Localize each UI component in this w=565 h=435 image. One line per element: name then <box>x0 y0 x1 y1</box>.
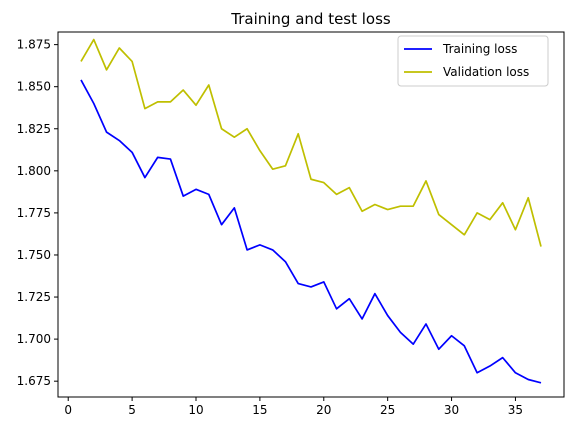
plot-frame <box>57 31 565 398</box>
y-tick-label: 1.750 <box>17 248 51 262</box>
y-tick-label: 1.775 <box>17 206 51 220</box>
y-tick-label: 1.700 <box>17 332 51 346</box>
x-tick-label: 15 <box>252 403 267 417</box>
x-tick-label: 10 <box>188 403 203 417</box>
validation-loss-line <box>80 38 542 247</box>
x-tick-label: 25 <box>380 403 395 417</box>
legend-box <box>397 35 549 87</box>
chart-title: Training and test loss <box>230 10 391 28</box>
x-tick-label: 35 <box>508 403 523 417</box>
legend-label-training-loss: Training loss <box>442 42 517 56</box>
legend: Training loss Validation loss <box>397 35 549 87</box>
x-tick-label: 5 <box>128 403 136 417</box>
x-tick-label: 0 <box>64 403 72 417</box>
y-tick-label: 1.825 <box>17 122 51 136</box>
x-tick-label: 30 <box>444 403 459 417</box>
y-tick-label: 1.800 <box>17 164 51 178</box>
x-axis: 0 5 10 15 20 25 30 35 <box>64 397 523 417</box>
y-tick-label: 1.875 <box>17 38 51 52</box>
plot-area <box>80 38 542 384</box>
x-tick-label: 20 <box>316 403 331 417</box>
y-axis: 1.675 1.700 1.725 1.750 1.775 1.800 1.825 1.850… <box>17 38 58 388</box>
y-tick-label: 1.725 <box>17 290 51 304</box>
legend-label-validation-loss: Validation loss <box>443 65 529 79</box>
training-loss-line <box>80 79 542 384</box>
y-tick-label: 1.675 <box>17 374 51 388</box>
y-tick-label: 1.850 <box>17 80 51 94</box>
